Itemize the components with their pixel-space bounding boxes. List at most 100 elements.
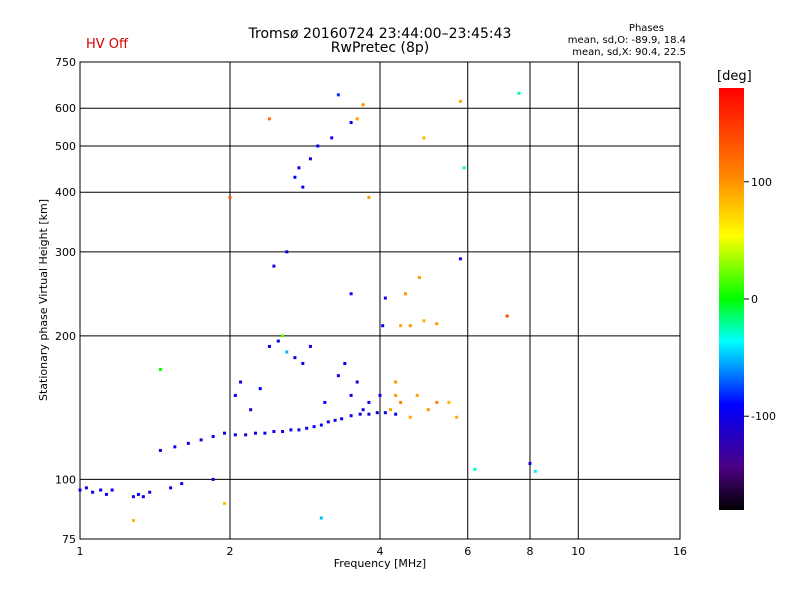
data-point bbox=[211, 477, 215, 481]
data-point bbox=[158, 367, 162, 371]
data-point bbox=[462, 166, 466, 170]
data-point bbox=[180, 482, 184, 486]
data-point bbox=[367, 400, 371, 404]
data-point bbox=[267, 344, 271, 348]
data-point bbox=[141, 495, 145, 499]
y-axis-label: Stationary phase Virtual Height [km] bbox=[37, 199, 50, 401]
data-point bbox=[533, 469, 537, 473]
x-axis-label: Frequency [MHz] bbox=[334, 557, 426, 570]
x-tick-label: 4 bbox=[377, 545, 384, 558]
data-point bbox=[253, 431, 257, 435]
data-point bbox=[173, 445, 177, 449]
data-point bbox=[301, 361, 305, 365]
data-point bbox=[308, 157, 312, 161]
data-point bbox=[435, 322, 439, 326]
data-point bbox=[399, 324, 403, 328]
data-point bbox=[435, 400, 439, 404]
x-tick-label: 6 bbox=[464, 545, 471, 558]
data-point bbox=[285, 350, 289, 354]
x-tick-label: 2 bbox=[227, 545, 234, 558]
data-point bbox=[186, 441, 190, 445]
colorbar-ticks: 100 0 -100 bbox=[744, 176, 776, 423]
y-tick-label: 600 bbox=[55, 102, 76, 115]
y-tick-labels: 75 100 200 300 400 500 600 750 bbox=[55, 56, 76, 546]
data-point bbox=[272, 430, 276, 434]
data-points bbox=[78, 91, 537, 523]
colorbar-unit-label: [deg] bbox=[717, 69, 752, 84]
data-point bbox=[349, 414, 353, 418]
phases-stats-x-mode: mean, sd,X: 90.4, 22.5 bbox=[572, 47, 686, 58]
data-point bbox=[378, 393, 382, 397]
data-point bbox=[333, 418, 337, 422]
y-tick-label: 500 bbox=[55, 140, 76, 153]
data-point bbox=[199, 438, 203, 442]
data-point bbox=[84, 486, 88, 490]
data-point bbox=[528, 461, 532, 465]
x-tick-label: 1 bbox=[77, 545, 84, 558]
data-point bbox=[99, 488, 103, 492]
data-point bbox=[330, 136, 334, 140]
phases-stats-title: Phases bbox=[628, 23, 664, 34]
plot-frame bbox=[79, 61, 681, 540]
data-point bbox=[233, 393, 237, 397]
data-point bbox=[417, 276, 421, 280]
data-point bbox=[297, 166, 301, 170]
data-point bbox=[367, 195, 371, 199]
data-point bbox=[375, 411, 379, 415]
data-point bbox=[91, 490, 95, 494]
data-point bbox=[293, 356, 297, 360]
data-point bbox=[343, 361, 347, 365]
data-point bbox=[383, 296, 387, 300]
data-point bbox=[244, 433, 248, 437]
x-tick-label: 10 bbox=[571, 545, 585, 558]
data-point bbox=[285, 250, 289, 254]
data-point bbox=[361, 408, 365, 412]
y-tick-label: 75 bbox=[62, 533, 76, 546]
y-tick-label: 400 bbox=[55, 186, 76, 199]
colorbar-tick-label: 100 bbox=[751, 176, 772, 189]
data-point bbox=[297, 428, 301, 432]
data-point bbox=[267, 117, 271, 121]
data-point bbox=[394, 393, 398, 397]
data-point bbox=[349, 292, 353, 296]
data-point bbox=[408, 415, 412, 419]
data-point bbox=[505, 314, 509, 318]
data-point bbox=[426, 408, 430, 412]
data-point bbox=[422, 319, 426, 323]
data-point bbox=[358, 412, 362, 416]
data-point bbox=[473, 467, 477, 471]
data-point bbox=[458, 257, 462, 261]
data-point bbox=[293, 175, 297, 179]
x-tick-labels: 1 2 4 6 8 10 16 bbox=[77, 545, 688, 558]
data-point bbox=[228, 195, 232, 199]
data-point bbox=[233, 433, 237, 437]
data-point bbox=[394, 412, 398, 416]
data-point bbox=[367, 412, 371, 416]
data-point bbox=[104, 492, 108, 496]
data-point bbox=[249, 408, 253, 412]
data-point bbox=[131, 519, 135, 523]
data-point bbox=[355, 380, 359, 384]
plot-grid bbox=[80, 62, 680, 539]
data-point bbox=[389, 408, 393, 412]
data-point bbox=[239, 380, 243, 384]
data-point bbox=[415, 393, 419, 397]
data-point bbox=[381, 324, 385, 328]
data-point bbox=[349, 393, 353, 397]
data-point bbox=[336, 93, 340, 97]
hv-status-label: HV Off bbox=[86, 37, 128, 52]
data-point bbox=[403, 292, 407, 296]
data-point bbox=[394, 380, 398, 384]
y-tick-label: 750 bbox=[55, 56, 76, 69]
phase-colorbar bbox=[719, 88, 744, 510]
data-point bbox=[263, 431, 267, 435]
chart-title-line2: RwPretec (8p) bbox=[330, 40, 430, 56]
chart-title-line1: Tromsø 20160724 23:44:00–23:45:43 bbox=[248, 26, 512, 42]
y-tick-label: 100 bbox=[55, 473, 76, 486]
data-point bbox=[312, 425, 316, 429]
data-point bbox=[136, 492, 140, 496]
data-point bbox=[308, 344, 312, 348]
data-point bbox=[305, 426, 309, 430]
data-point bbox=[355, 117, 359, 121]
